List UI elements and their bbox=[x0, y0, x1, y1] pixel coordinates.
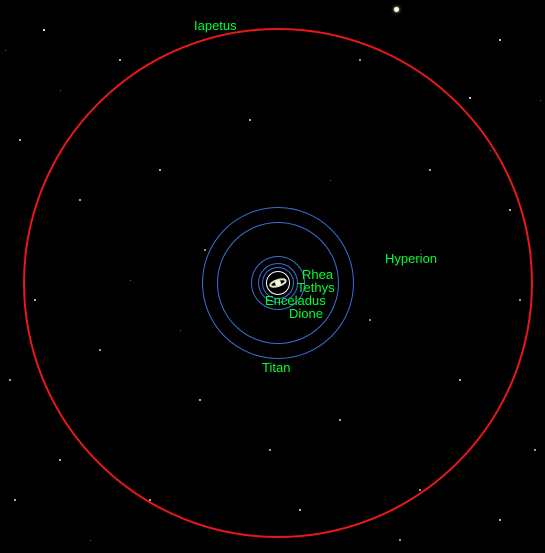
titan-label: Titan bbox=[262, 360, 290, 375]
star bbox=[394, 7, 399, 12]
star bbox=[60, 90, 61, 91]
orbit-diagram: IapetusHyperionRheaTethysEnceladusDioneT… bbox=[0, 0, 545, 553]
dione-label: Dione bbox=[289, 306, 323, 321]
star bbox=[399, 539, 400, 540]
star bbox=[43, 29, 45, 31]
star bbox=[499, 519, 500, 520]
star bbox=[534, 449, 535, 450]
star bbox=[5, 50, 6, 51]
hyperion-label: Hyperion bbox=[385, 251, 437, 266]
star bbox=[469, 97, 472, 100]
star bbox=[90, 540, 91, 541]
star bbox=[14, 499, 15, 500]
iapetus-label: Iapetus bbox=[194, 18, 237, 33]
star bbox=[119, 59, 120, 60]
star bbox=[9, 379, 10, 380]
star bbox=[19, 139, 20, 140]
star bbox=[499, 39, 500, 40]
saturn-icon bbox=[268, 273, 288, 293]
star bbox=[540, 100, 541, 101]
star bbox=[59, 459, 60, 460]
